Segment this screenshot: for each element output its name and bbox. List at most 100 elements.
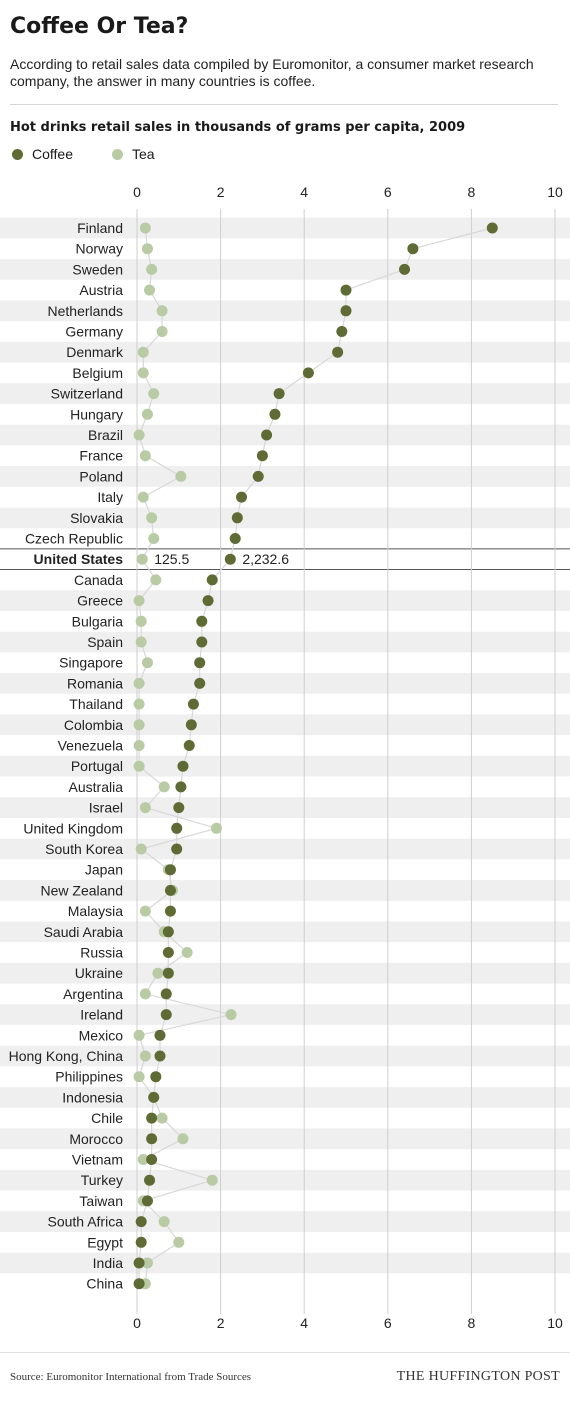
tea-point-slovakia	[146, 512, 158, 524]
tea-point-canada	[150, 574, 162, 586]
country-label-italy: Italy	[97, 489, 123, 505]
tea-point-sweden	[146, 263, 158, 275]
country-label-argentina: Argentina	[63, 986, 123, 1002]
tea-point-ukraine	[152, 967, 164, 979]
legend-label-tea: Tea	[132, 146, 155, 162]
row-stripe	[0, 466, 570, 487]
tea-point-belgium	[137, 367, 149, 379]
row-stripe	[0, 1128, 570, 1150]
coffee-point-bulgaria	[196, 615, 208, 627]
country-label-turkey: Turkey	[81, 1172, 123, 1188]
tea-point-united-states	[136, 553, 148, 565]
country-label-thailand: Thailand	[69, 696, 123, 712]
row-stripe	[0, 714, 570, 736]
country-label-malaysia: Malaysia	[68, 903, 123, 919]
coffee-point-spain	[196, 636, 208, 648]
footer-divider	[0, 1352, 570, 1353]
tea-point-israel	[139, 802, 151, 814]
tea-point-philippines	[133, 1071, 145, 1083]
row-stripe	[0, 259, 570, 280]
tea-point-finland	[139, 222, 151, 234]
country-label-taiwan: Taiwan	[79, 1193, 123, 1209]
coffee-point-austria	[340, 284, 352, 296]
tea-point-south-africa	[158, 1216, 170, 1228]
row-stripe	[0, 1004, 570, 1025]
country-label-morocco: Morocco	[69, 1131, 123, 1147]
coffee-point-morocco	[146, 1133, 158, 1145]
tea-point-russia	[181, 947, 193, 958]
tea-point-france	[139, 450, 151, 462]
country-label-united-states: United States	[34, 551, 124, 567]
tea-point-hong-kong-china	[139, 1050, 151, 1062]
tick-label-top-6: 6	[384, 184, 392, 200]
row-stripe	[0, 507, 570, 529]
country-label-netherlands: Netherlands	[48, 303, 124, 319]
country-label-finland: Finland	[77, 220, 123, 236]
coffee-point-malaysia	[164, 905, 176, 917]
tea-point-poland	[175, 470, 187, 482]
coffee-point-philippines	[150, 1071, 162, 1083]
tea-point-morocco	[177, 1133, 189, 1145]
country-label-france: France	[79, 448, 123, 464]
country-label-singapore: Singapore	[59, 655, 123, 671]
coffee-point-taiwan	[141, 1195, 153, 1207]
coffee-connector-line	[138, 227, 493, 1284]
country-label-portugal: Portugal	[71, 758, 123, 774]
tea-point-hungary	[141, 408, 153, 420]
coffee-point-sweden	[399, 263, 411, 275]
coffee-point-mexico	[154, 1029, 166, 1041]
tea-point-india	[141, 1257, 153, 1269]
row-stripe	[0, 673, 570, 694]
tick-label-top-2: 2	[217, 184, 225, 200]
tea-point-spain	[135, 636, 147, 648]
row-stripe	[0, 631, 570, 653]
country-label-hungary: Hungary	[70, 406, 123, 422]
tick-label-bottom-0: 0	[133, 1315, 141, 1331]
row-stripe	[0, 755, 570, 777]
legend-label-coffee: Coffee	[32, 146, 73, 162]
tea-point-ireland	[225, 1009, 237, 1021]
coffee-point-czech-republic	[229, 533, 241, 544]
country-label-greece: Greece	[77, 593, 123, 609]
coffee-point-hong-kong-china	[154, 1050, 166, 1062]
country-label-ukraine: Ukraine	[75, 965, 123, 981]
tea-point-greece	[133, 595, 145, 607]
country-label-vietnam: Vietnam	[72, 1152, 123, 1168]
row-stripe	[0, 383, 570, 404]
coffee-point-ireland	[160, 1009, 172, 1021]
tea-point-chile	[156, 1112, 168, 1124]
tea-point-romania	[133, 677, 145, 689]
country-label-saudi-arabia: Saudi Arabia	[44, 924, 124, 940]
country-label-chile: Chile	[91, 1110, 123, 1126]
coffee-point-saudi-arabia	[162, 926, 174, 938]
country-label-switzerland: Switzerland	[51, 386, 123, 402]
tea-point-denmark	[137, 346, 149, 358]
coffee-point-poland	[252, 470, 264, 482]
coffee-point-india	[133, 1257, 145, 1269]
legend-swatch-tea	[112, 149, 123, 160]
country-label-mexico: Mexico	[79, 1027, 124, 1043]
tick-label-bottom-2: 2	[217, 1315, 225, 1331]
coffee-point-belgium	[302, 367, 314, 379]
coffee-point-norway	[407, 243, 419, 255]
tea-point-bulgaria	[135, 615, 147, 627]
source-note: Source: Euromonitor International from T…	[10, 1371, 252, 1383]
country-label-venezuela: Venezuela	[58, 738, 124, 754]
coffee-point-germany	[336, 326, 348, 337]
tea-point-czech-republic	[148, 533, 160, 544]
row-stripe	[0, 424, 570, 446]
coffee-point-brazil	[261, 429, 273, 441]
coffee-point-venezuela	[183, 740, 195, 751]
coffee-point-south-africa	[135, 1216, 147, 1228]
header-divider	[10, 104, 558, 105]
country-label-czech-republic: Czech Republic	[25, 531, 123, 547]
coffee-point-australia	[175, 781, 187, 793]
coffee-point-russia	[162, 947, 174, 958]
row-stripe	[0, 217, 570, 239]
country-label-romania: Romania	[67, 675, 123, 691]
publisher-logo: THE HUFFINGTON POST	[396, 1369, 560, 1384]
coffee-point-denmark	[332, 346, 344, 358]
coffee-point-chile	[146, 1112, 158, 1124]
tick-label-top-4: 4	[300, 184, 308, 200]
